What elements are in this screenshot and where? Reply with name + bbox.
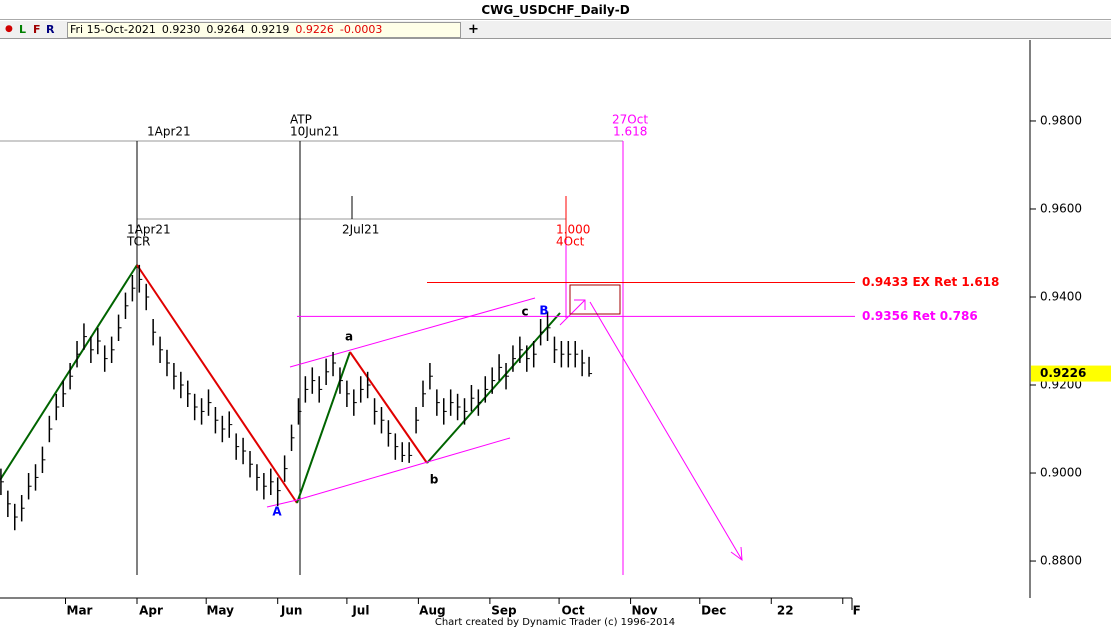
toolbar-button[interactable]: R	[46, 23, 55, 36]
x-tick-label: Nov	[632, 604, 658, 618]
annotation: 4Oct	[556, 235, 585, 249]
toolbar: ● L F R Fri 15-Oct-2021 0.9230 0.9264 0.921…	[0, 21, 1111, 39]
annotation: B	[539, 304, 548, 318]
footer: Chart created by Dynamic Trader (c) 1996…	[434, 617, 676, 628]
annotation: 1.000	[556, 223, 590, 237]
frame	[0, 40, 1031, 610]
quote-box: Fri 15-Oct-2021 0.9230 0.9264 0.9219 0.9226-…	[67, 22, 461, 38]
y-tick-label: 0.9000	[1040, 466, 1082, 480]
quote-open: 0.9230	[161, 23, 201, 36]
level-label: 0.9433 EX Ret 1.618	[862, 275, 999, 289]
quote-change: -0.0003	[339, 23, 383, 36]
quote-close: 0.9226	[295, 23, 334, 36]
annotation: b	[430, 473, 439, 487]
y-tick-label: 0.8800	[1040, 554, 1082, 568]
annotation: 1Apr21	[127, 223, 171, 237]
status-dot: ●	[5, 24, 13, 34]
annotation: 1Apr21	[147, 125, 191, 139]
x-tick-label: Apr	[139, 604, 163, 618]
x-tick-label: Oct	[562, 604, 585, 618]
window-title: CWG_USDCHF_Daily-D	[0, 0, 1111, 20]
annotation: c	[521, 305, 528, 319]
annotation: 27Oct	[612, 113, 648, 127]
time-lines	[0, 140, 624, 575]
toolbar-button[interactable]: L	[19, 23, 27, 36]
wave-lines	[0, 264, 561, 504]
annotation: A	[272, 505, 282, 519]
x-tick-label: Sep	[491, 604, 517, 618]
x-tick-label: Jun	[280, 604, 303, 618]
annotation: 2Jul21	[342, 223, 379, 237]
x-tick-label: Dec	[701, 604, 726, 618]
annotation: 1.618	[613, 125, 647, 139]
x-tick-label: May	[206, 604, 234, 618]
annotation: a	[345, 330, 353, 344]
x-tick-label: Aug	[419, 604, 445, 618]
annotation: 10Jun21	[290, 125, 339, 139]
annotation: ATP	[290, 113, 312, 127]
level-label: 0.9356 Ret 0.786	[862, 309, 978, 323]
annotation: TCR	[126, 235, 150, 249]
x-tick-label: Mar	[67, 604, 93, 618]
x-tick-label: F	[853, 604, 861, 618]
add-button[interactable]: +	[468, 22, 479, 37]
channel	[266, 284, 743, 562]
last-price-label: 0.9226	[1040, 366, 1086, 380]
quote-high: 0.9264	[206, 23, 245, 36]
quote-date: Fri 15-Oct-2021	[70, 23, 156, 36]
last-price-box	[1031, 365, 1111, 382]
y-tick-label: 0.9400	[1040, 289, 1082, 303]
y-tick-label: 0.9600	[1040, 201, 1082, 215]
quote-low: 0.9219	[250, 23, 290, 36]
x-tick-label: Jul	[351, 604, 369, 618]
toolbar-button[interactable]: F	[33, 23, 41, 36]
y-tick-label: 0.9800	[1040, 113, 1082, 127]
x-tick-label: 22	[777, 604, 794, 618]
